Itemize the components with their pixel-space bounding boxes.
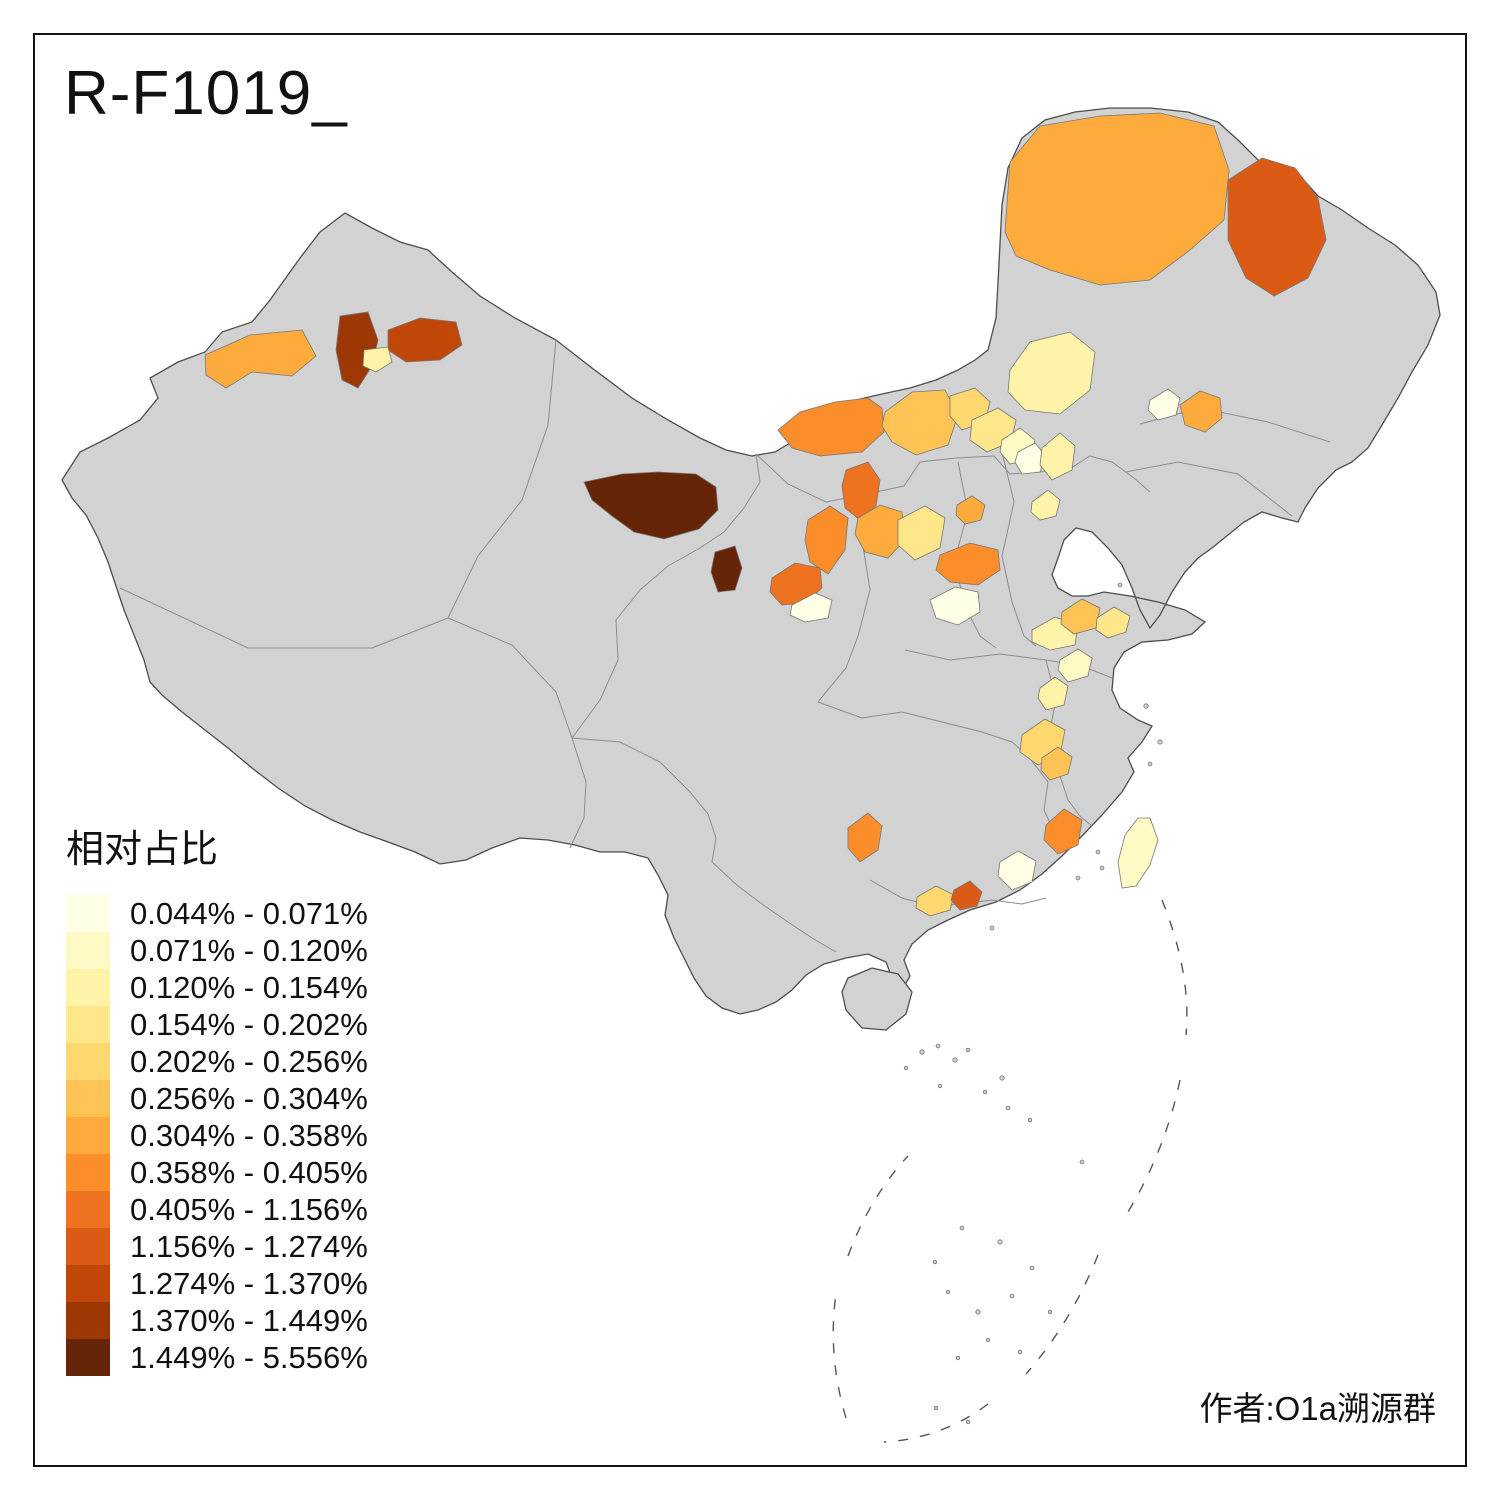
- map-region-yulin: [854, 504, 906, 559]
- legend-entry: 1.156% - 1.274%: [66, 1228, 368, 1265]
- legend-swatch: [66, 1339, 110, 1376]
- legend-label: 0.256% - 0.304%: [130, 1081, 368, 1116]
- legend-swatch: [66, 1191, 110, 1228]
- legend-label: 0.202% - 0.256%: [130, 1044, 368, 1079]
- map-region-jilin-white: [1147, 388, 1181, 421]
- legend-entry: 0.304% - 0.358%: [66, 1117, 368, 1154]
- legend-label: 0.358% - 0.405%: [130, 1155, 368, 1190]
- map-region-ili: [204, 329, 317, 389]
- map-region-suizhou: [1040, 746, 1073, 781]
- legend-label: 1.370% - 1.449%: [130, 1303, 368, 1338]
- map-region-tianjin: [1030, 489, 1061, 521]
- map-region-hulunbuir: [1004, 112, 1230, 286]
- map-region-shaoguan-white: [997, 850, 1037, 891]
- legend-entry: 0.405% - 1.156%: [66, 1191, 368, 1228]
- legend-swatch: [66, 1117, 110, 1154]
- figure-title: R-F1019_: [64, 59, 348, 128]
- map-region-jiangsu-pale: [1057, 648, 1093, 683]
- map-region-lanzhou-n: [804, 505, 849, 575]
- legend-label: 1.274% - 1.370%: [130, 1266, 368, 1301]
- map-region-ordos: [955, 495, 986, 525]
- map-region-lvliang: [897, 505, 946, 561]
- map-region-tianshui-white: [789, 592, 833, 623]
- map-region-xj-pale: [362, 346, 393, 373]
- legend-swatch: [66, 1154, 110, 1191]
- legend-entry: 0.202% - 0.256%: [66, 1043, 368, 1080]
- map-region-hebei-e: [1039, 432, 1076, 481]
- legend-label: 1.156% - 1.274%: [130, 1229, 368, 1264]
- nine-dash-line: [832, 899, 1188, 1443]
- map-region-shenzhen-dark: [950, 880, 983, 911]
- map-region-linyi: [1095, 606, 1131, 639]
- legend-swatch: [66, 969, 110, 1006]
- map-region-yanan: [935, 542, 1001, 586]
- south-china-sea-islands: [903, 582, 1163, 1425]
- map-region-linfen-white: [929, 586, 981, 626]
- legend-entry: 0.044% - 0.071%: [66, 895, 368, 932]
- legend-swatch: [66, 1302, 110, 1339]
- map-region-xj-dark-west: [335, 311, 379, 389]
- legend-entry: 0.154% - 0.202%: [66, 1006, 368, 1043]
- legend-label: 1.449% - 5.556%: [130, 1340, 368, 1375]
- attribution: 作者:O1a溯源群: [1199, 1390, 1436, 1427]
- map-region-qiandongnan: [847, 812, 883, 863]
- choropleth-regions: [204, 112, 1327, 917]
- legend-swatch: [66, 932, 110, 969]
- legend-entry: 0.358% - 0.405%: [66, 1154, 368, 1191]
- legend-label: 0.304% - 0.358%: [130, 1118, 368, 1153]
- legend-swatch: [66, 1228, 110, 1265]
- map-region-beijing: [1014, 442, 1047, 475]
- legend-entry: 0.256% - 0.304%: [66, 1080, 368, 1117]
- legend: 相对占比 0.044% - 0.071% 0.071% - 0.120% 0.120…: [66, 818, 368, 1376]
- map-region-anhui-pale: [1037, 676, 1069, 711]
- map-region-gannan-dark: [710, 545, 743, 593]
- map-region-baotou: [881, 389, 959, 456]
- map-region-longyan: [1043, 808, 1083, 855]
- legend-entry: 1.274% - 1.370%: [66, 1265, 368, 1302]
- legend-label: 0.405% - 1.156%: [130, 1192, 368, 1227]
- legend-label: 0.044% - 0.071%: [130, 896, 368, 931]
- legend-entry: 1.370% - 1.449%: [66, 1302, 368, 1339]
- legend-swatch: [66, 1006, 110, 1043]
- legend-title: 相对占比: [66, 829, 219, 871]
- map-region-yunfu: [915, 885, 955, 917]
- legend-swatch: [66, 1080, 110, 1117]
- hainan-island: [841, 967, 913, 1031]
- legend-swatch: [66, 1043, 110, 1080]
- map-region-jilin-orange: [1179, 390, 1223, 433]
- legend-entries: 0.044% - 0.071% 0.071% - 0.120% 0.120% - 0…: [66, 895, 368, 1376]
- legend-label: 0.120% - 0.154%: [130, 970, 368, 1005]
- legend-label: 0.071% - 0.120%: [130, 933, 368, 968]
- map-region-taiwan: [1117, 817, 1159, 889]
- map-region-xilingol: [1007, 331, 1096, 415]
- legend-label: 0.154% - 0.202%: [130, 1007, 368, 1042]
- legend-entry: 0.120% - 0.154%: [66, 969, 368, 1006]
- legend-entry: 0.071% - 0.120%: [66, 932, 368, 969]
- legend-swatch: [66, 1265, 110, 1302]
- map-region-qinghai-dark: [583, 471, 719, 540]
- legend-entry: 1.449% - 5.556%: [66, 1339, 368, 1376]
- map-region-heihe: [1227, 157, 1327, 297]
- map-region-xj-dark-east: [387, 317, 463, 363]
- legend-swatch: [66, 895, 110, 932]
